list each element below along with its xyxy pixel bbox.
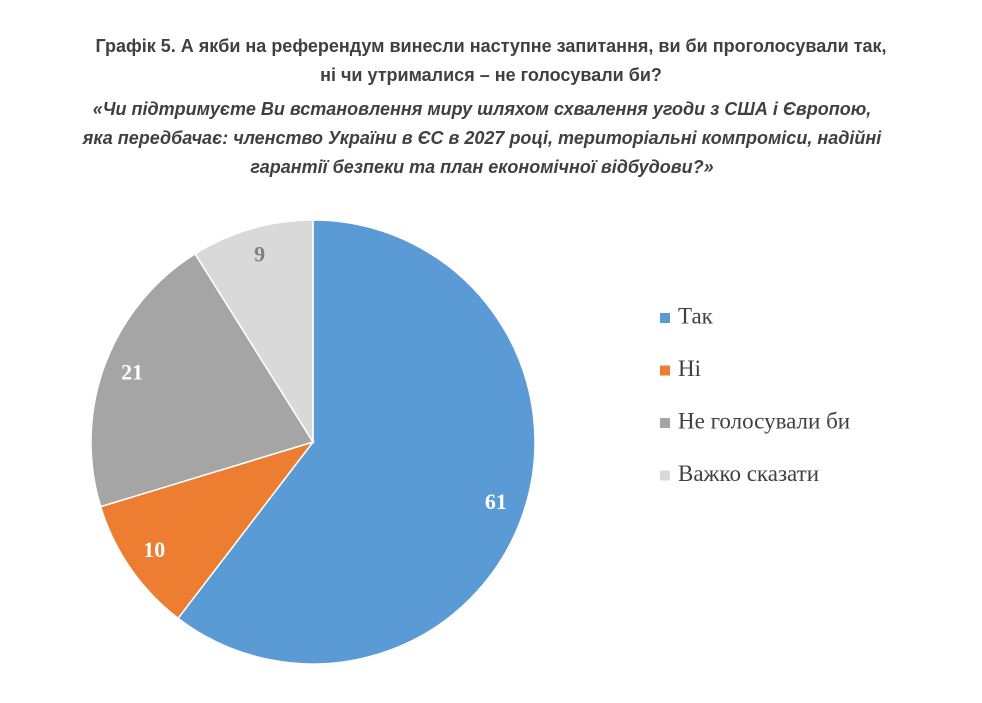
legend-marker: [660, 418, 670, 428]
data-label: 61: [485, 489, 507, 514]
legend-marker: [660, 365, 670, 376]
legend-label: Важко сказати: [678, 461, 819, 486]
pie-slice: [177, 219, 536, 665]
legend-label: Ні: [678, 356, 701, 381]
chart-subtitle: гарантії безпеки та план економічної від…: [250, 157, 713, 177]
data-label: 10: [143, 537, 165, 562]
legend-marker: [660, 313, 670, 323]
chart-subtitle: яка передбачає: членство України в ЄС в …: [82, 128, 882, 148]
chart-title: Графік 5. А якби на референдум винесли н…: [95, 36, 886, 56]
chart-subtitle: «Чи підтримуєте Ви встановлення миру шля…: [93, 99, 872, 119]
data-label: 21: [121, 359, 143, 384]
legend-label: Так: [678, 303, 714, 328]
pie-slice: [99, 440, 316, 620]
pie-slice: [194, 219, 314, 445]
legend-label: Не голосували би: [678, 408, 850, 433]
chart-title: ні чи утрималися – не голосували би?: [320, 65, 662, 85]
legend-marker: [660, 470, 670, 481]
data-label: 9: [254, 241, 265, 266]
pie-slice: [90, 252, 315, 508]
